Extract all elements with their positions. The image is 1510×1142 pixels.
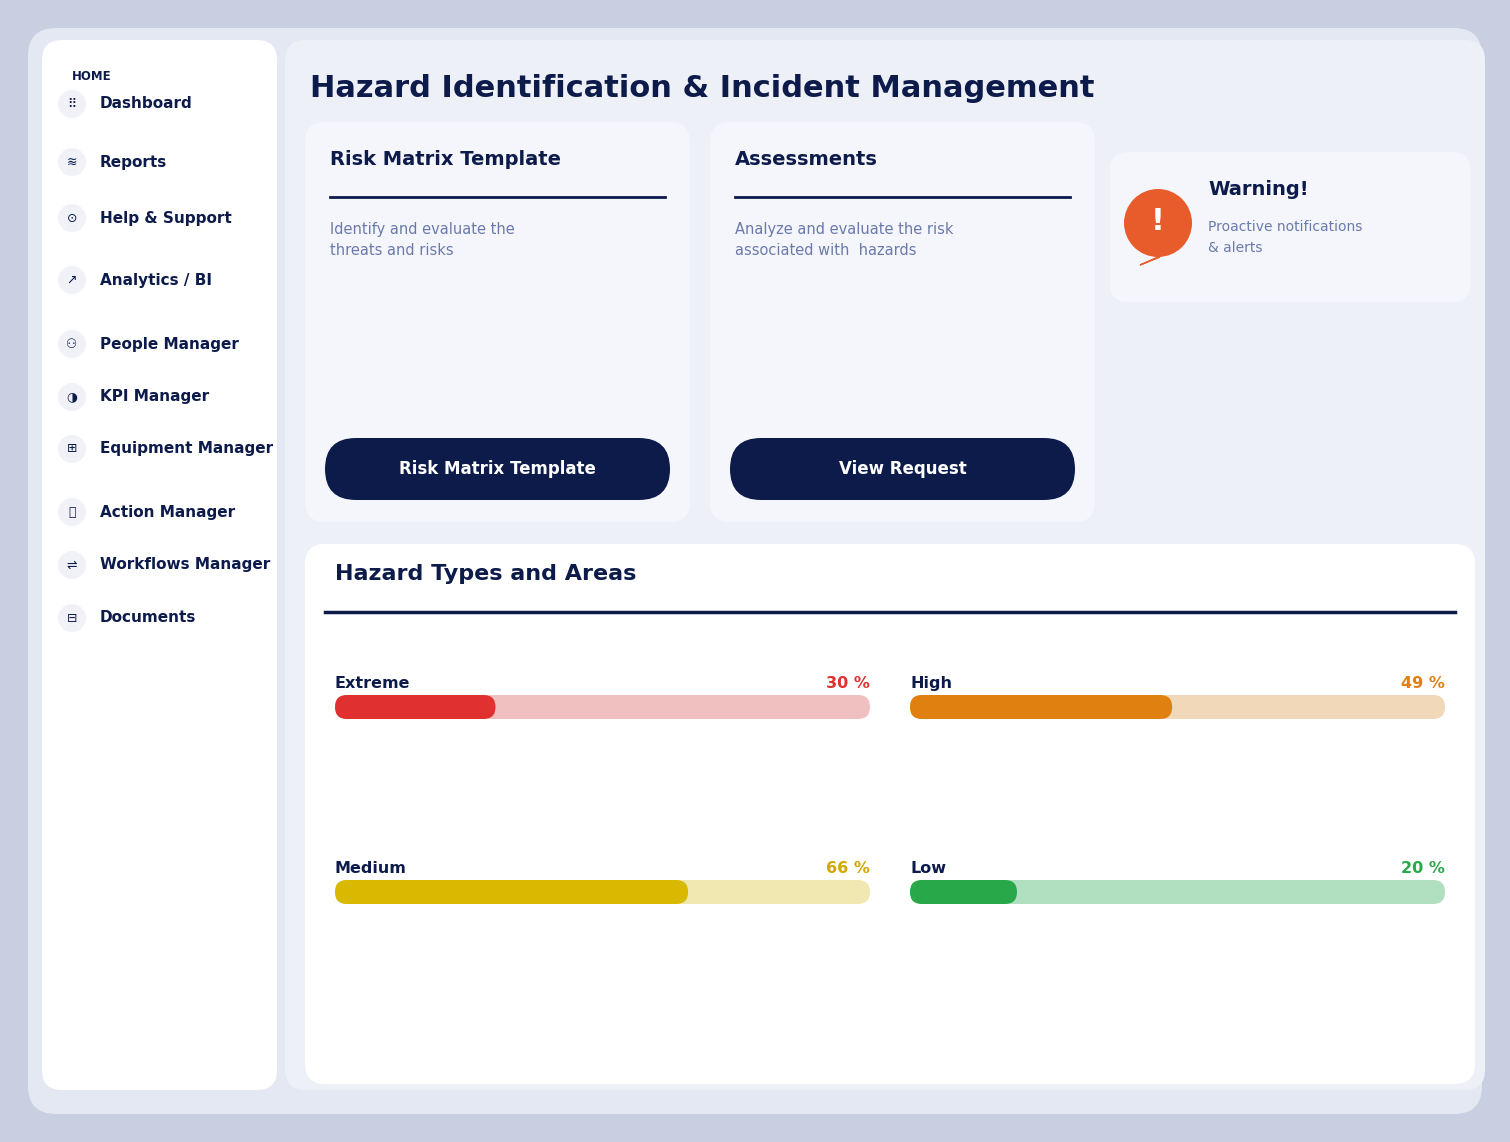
Text: Analytics / BI: Analytics / BI [100,273,211,288]
Circle shape [1123,188,1191,257]
Text: HOME: HOME [72,70,112,83]
Circle shape [57,90,86,118]
Text: Action Manager: Action Manager [100,505,236,520]
Text: ↗: ↗ [66,273,77,287]
Text: ◑: ◑ [66,391,77,403]
FancyBboxPatch shape [710,122,1095,522]
FancyBboxPatch shape [911,880,1018,904]
Text: ⓘ: ⓘ [68,506,76,518]
Text: ⇌: ⇌ [66,558,77,571]
Text: Identify and evaluate the
threats and risks: Identify and evaluate the threats and ri… [331,222,515,258]
Text: Workflows Manager: Workflows Manager [100,557,270,572]
Text: High: High [911,676,951,691]
FancyBboxPatch shape [335,695,495,719]
Circle shape [57,604,86,632]
Text: View Request: View Request [838,460,966,478]
Text: !: ! [1151,207,1164,235]
FancyBboxPatch shape [729,439,1075,500]
FancyBboxPatch shape [335,880,870,904]
Text: Documents: Documents [100,611,196,626]
Text: ⚇: ⚇ [66,338,77,351]
Text: 20 %: 20 % [1401,861,1445,876]
Text: Assessments: Assessments [735,150,877,169]
Text: Dashboard: Dashboard [100,97,193,112]
Text: ⠿: ⠿ [68,97,77,111]
Text: 66 %: 66 % [826,861,870,876]
Text: Risk Matrix Template: Risk Matrix Template [399,460,596,478]
FancyBboxPatch shape [335,880,689,904]
Text: Medium: Medium [335,861,406,876]
Text: Hazard Identification & Incident Management: Hazard Identification & Incident Managem… [310,74,1095,103]
Text: ⊟: ⊟ [66,611,77,625]
Polygon shape [1140,257,1160,265]
Text: Low: Low [911,861,945,876]
Text: Equipment Manager: Equipment Manager [100,442,273,457]
FancyBboxPatch shape [305,122,690,522]
Circle shape [57,204,86,232]
Circle shape [57,330,86,357]
FancyBboxPatch shape [29,29,1481,1113]
Text: 30 %: 30 % [826,676,870,691]
FancyBboxPatch shape [911,880,1445,904]
Text: Warning!: Warning! [1208,180,1309,199]
Text: Reports: Reports [100,154,168,169]
Circle shape [57,498,86,526]
FancyBboxPatch shape [911,695,1172,719]
Text: ⊙: ⊙ [66,211,77,225]
FancyBboxPatch shape [305,544,1475,1084]
FancyBboxPatch shape [335,695,870,719]
Text: ≋: ≋ [66,155,77,169]
Text: KPI Manager: KPI Manager [100,389,208,404]
Text: ⊞: ⊞ [66,442,77,456]
Text: Extreme: Extreme [335,676,411,691]
Circle shape [57,266,86,293]
Text: Proactive notifications
& alerts: Proactive notifications & alerts [1208,220,1362,255]
FancyBboxPatch shape [285,40,1484,1089]
Circle shape [57,550,86,579]
Text: Analyze and evaluate the risk
associated with  hazards: Analyze and evaluate the risk associated… [735,222,953,258]
FancyBboxPatch shape [911,695,1445,719]
Text: Risk Matrix Template: Risk Matrix Template [331,150,562,169]
FancyBboxPatch shape [1110,152,1471,301]
Circle shape [57,435,86,463]
Circle shape [57,148,86,176]
Text: People Manager: People Manager [100,337,239,352]
Circle shape [57,383,86,411]
FancyBboxPatch shape [325,439,670,500]
Text: Hazard Types and Areas: Hazard Types and Areas [335,564,636,584]
FancyBboxPatch shape [42,40,276,1089]
Text: Help & Support: Help & Support [100,210,231,225]
Text: 49 %: 49 % [1401,676,1445,691]
